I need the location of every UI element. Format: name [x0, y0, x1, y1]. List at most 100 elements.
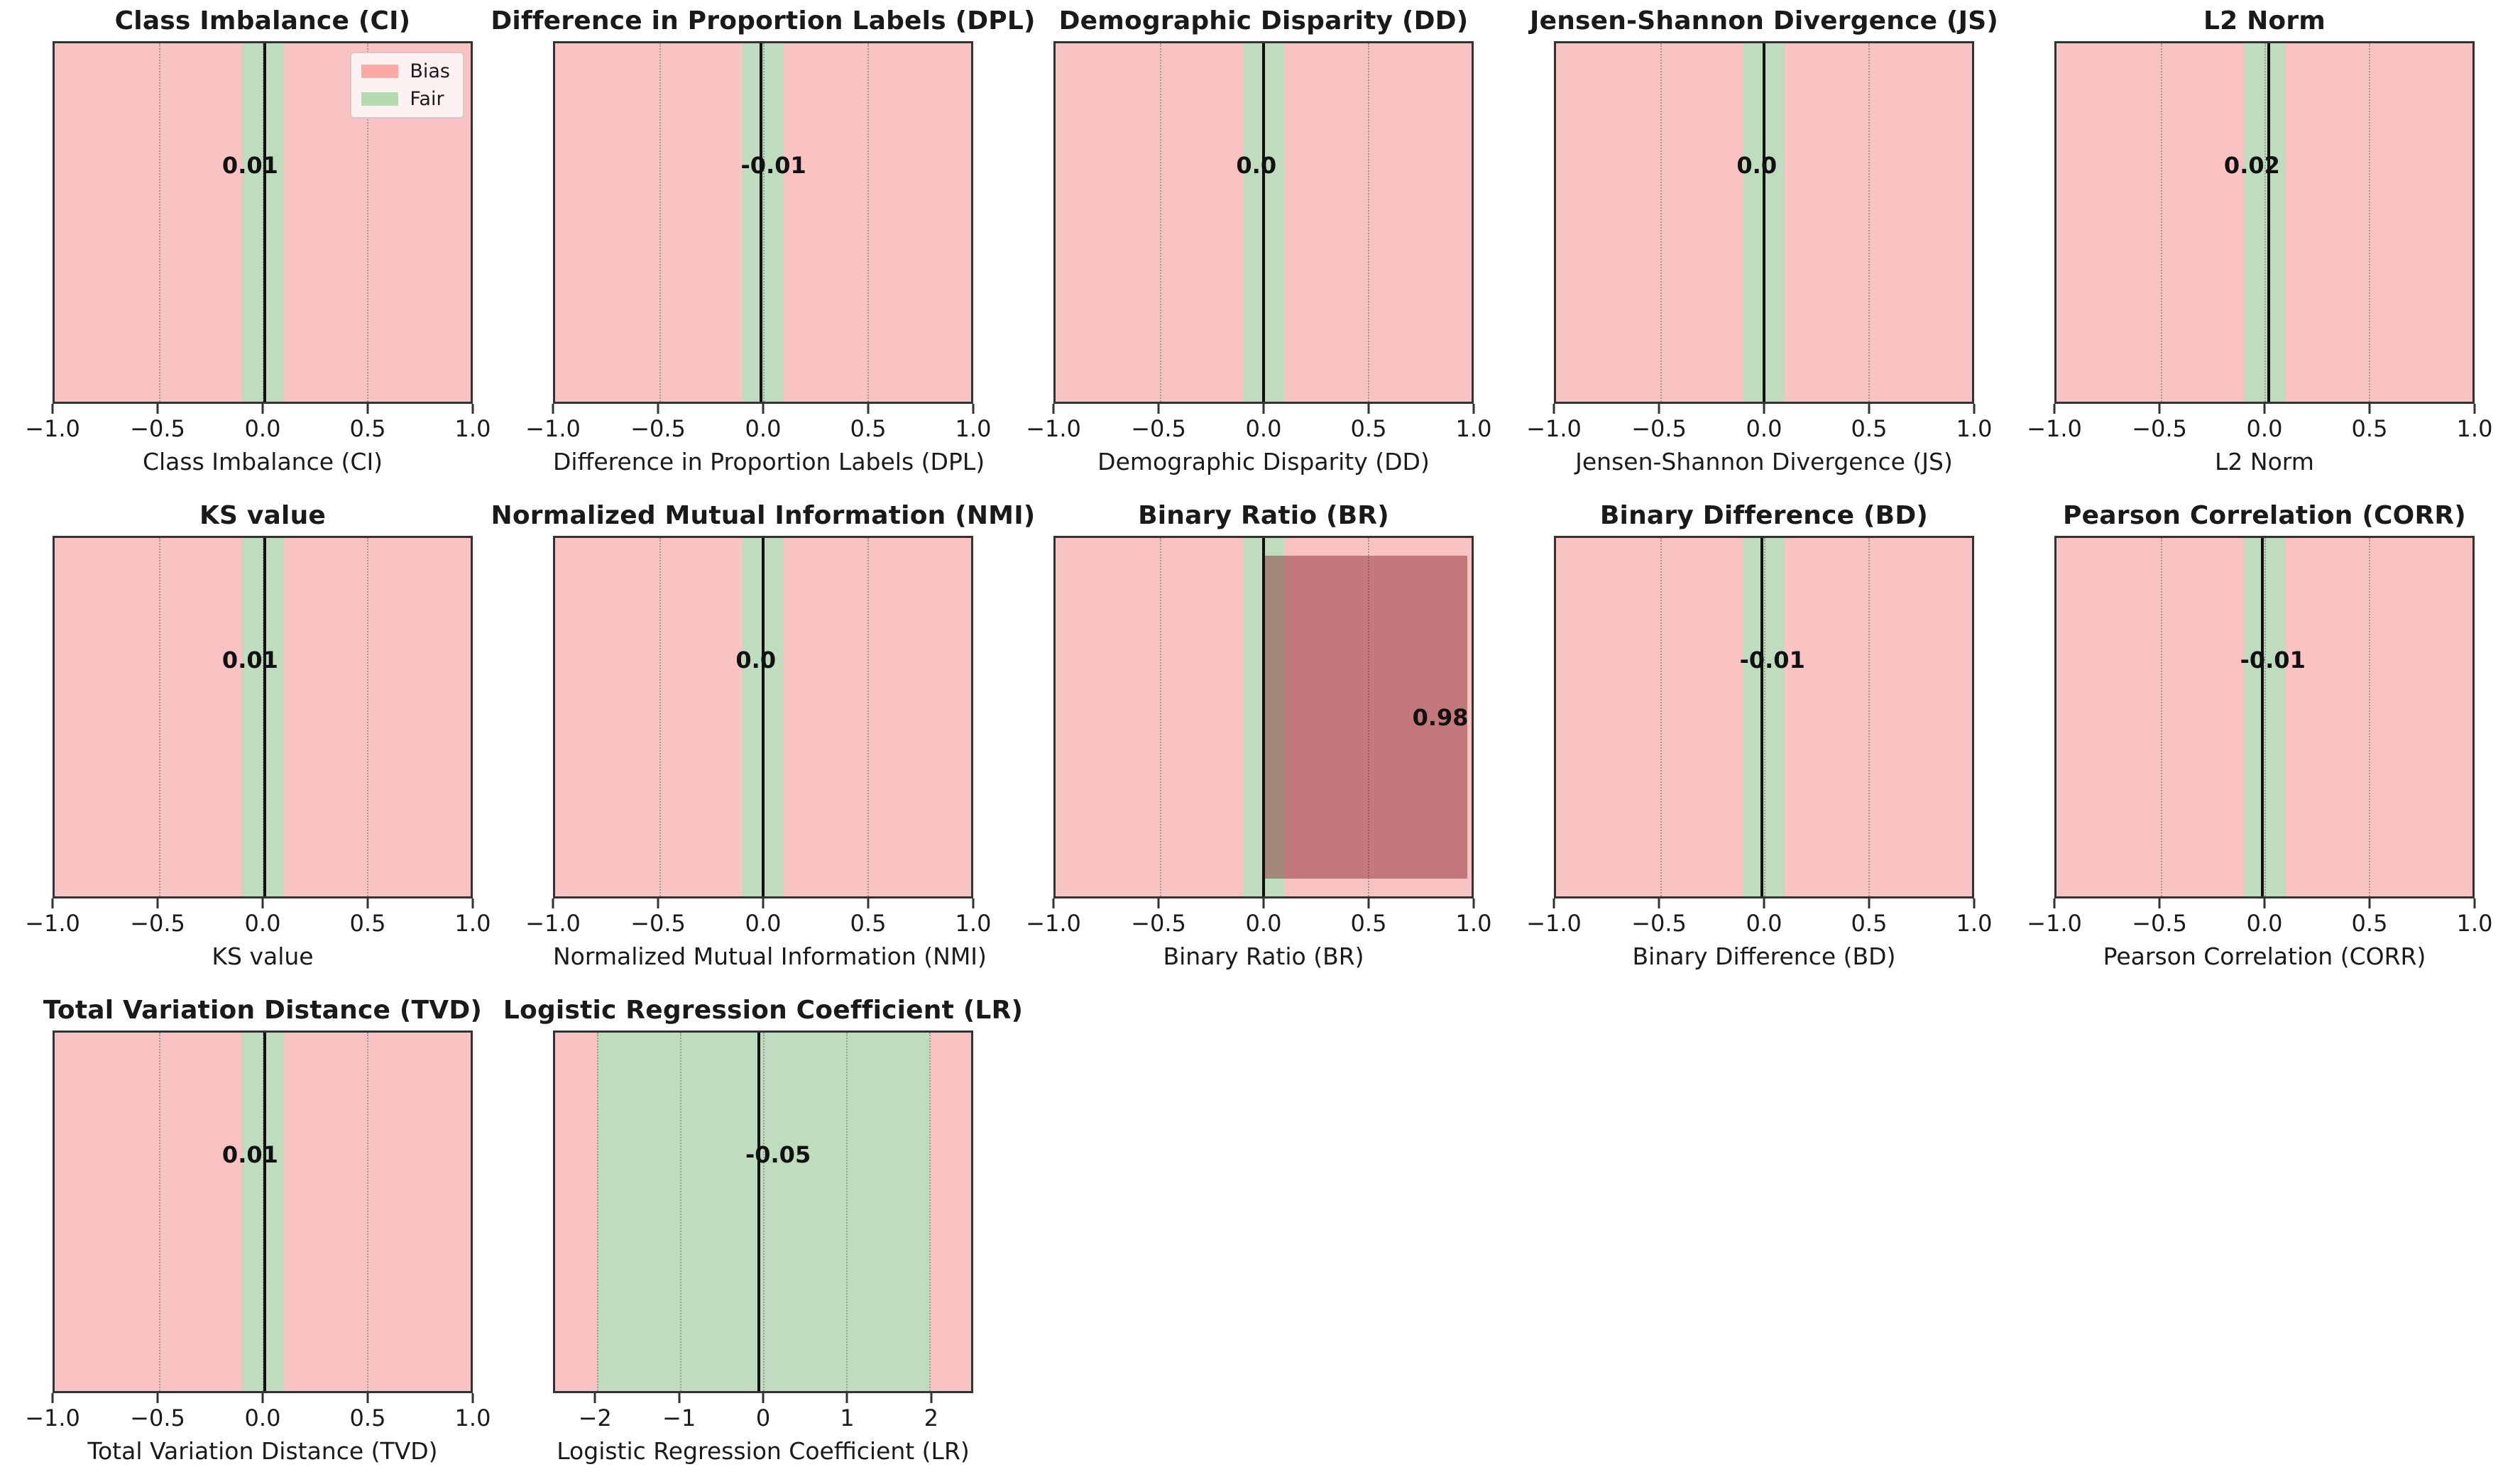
gridline	[366, 538, 368, 896]
x-tick-mark	[1763, 898, 1765, 908]
value-label: 0.02	[2223, 151, 2280, 179]
subplot-inner-ks: KS value 0.01 −1.0 −0.5 0.0 0.5 1.0 KS value	[25, 495, 491, 989]
chart-title: Binary Ratio (BR)	[1138, 500, 1389, 530]
subplot-inner-dd: Demographic Disparity (DD) 0.0 −1.0 −0.5 0.0…	[1026, 0, 1491, 495]
x-tick-label: 0.5	[1851, 415, 1888, 442]
gridline	[867, 43, 869, 402]
x-tick-label: −1.0	[525, 415, 581, 442]
x-axis-ticks: −2 −1 0 1 2	[553, 1393, 973, 1431]
chart-title: Jensen-Shannon Divergence (JS)	[1529, 6, 1999, 35]
gridline	[2368, 43, 2370, 402]
x-axis-ticks: −1.0 −0.5 0.0 0.5 1.0	[1026, 404, 1491, 442]
x-tick-mark	[1552, 404, 1555, 414]
x-tick-label: −0.5	[130, 415, 185, 442]
x-tick-mark	[366, 404, 369, 414]
x-tick-mark	[1052, 898, 1055, 908]
gridline	[2160, 538, 2162, 896]
chart-title: Binary Difference (BD)	[1599, 500, 1929, 530]
plot-area: 0.0	[1554, 41, 1974, 404]
plot-area: -0.01	[1554, 536, 1974, 898]
gridline	[2368, 538, 2370, 896]
subplot-br: Binary Ratio (BR) 0.98 −1.0 −0.5 0.0 0.5 1.0 Bi…	[1001, 495, 1501, 989]
x-tick-label: −1.0	[1526, 415, 1582, 442]
x-tick-mark	[471, 404, 474, 414]
gridline	[1159, 43, 1161, 402]
value-line	[1760, 538, 1764, 896]
x-tick-label: 0.5	[850, 910, 887, 937]
x-tick-label: 1.0	[454, 910, 491, 937]
gridline	[1764, 538, 1765, 896]
value-label: 0.01	[221, 151, 278, 179]
x-tick-label: 0.0	[2246, 910, 2283, 937]
x-tick-mark	[2473, 898, 2476, 908]
x-tick-label: −1.0	[2027, 415, 2082, 442]
x-tick-label: 0.0	[745, 415, 782, 442]
x-tick-mark	[1973, 404, 1976, 414]
plot-area: 0.0	[553, 536, 973, 898]
x-tick-mark	[156, 404, 159, 414]
x-axis-ticks: −1.0 −0.5 0.0 0.5 1.0	[25, 404, 491, 442]
x-tick-mark	[2473, 404, 2476, 414]
x-tick-label: −0.5	[2132, 415, 2187, 442]
x-axis-ticks: −1.0 −0.5 0.0 0.5 1.0	[2027, 898, 2492, 937]
subplot-l2: L2 Norm 0.02 −1.0 −0.5 0.0 0.5 1.0 L2 Norm	[2002, 0, 2502, 495]
x-tick-mark	[1472, 404, 1475, 414]
x-tick-label: 1.0	[2456, 415, 2493, 442]
x-axis-ticks: −1.0 −0.5 0.0 0.5 1.0	[525, 898, 991, 937]
chart-title: Pearson Correlation (CORR)	[2063, 500, 2466, 530]
x-tick-mark	[2368, 404, 2371, 414]
x-tick-mark	[762, 898, 765, 908]
x-tick-label: −1.0	[25, 415, 80, 442]
subplot-inner-br: Binary Ratio (BR) 0.98 −1.0 −0.5 0.0 0.5 1.0 Bi…	[1026, 495, 1491, 989]
x-axis-label: Difference in Proportion Labels (DPL)	[553, 448, 985, 476]
x-tick-mark	[1052, 404, 1055, 414]
chart-title: Total Variation Distance (TVD)	[43, 995, 483, 1025]
x-tick-mark	[51, 404, 54, 414]
gridline	[1868, 538, 1870, 896]
gridline	[1660, 538, 1662, 896]
x-tick-label: 0.5	[2351, 910, 2388, 937]
x-tick-label: −1	[662, 1405, 696, 1431]
subplot-inner-bd: Binary Difference (BD) -0.01 −1.0 −0.5 0.0 0.…	[1526, 495, 1992, 989]
legend-item-fair: Fair	[361, 88, 450, 110]
x-tick-mark	[2368, 898, 2371, 908]
gridline	[158, 538, 160, 896]
plot-area: 0.02	[2054, 41, 2475, 404]
legend-swatch-bias	[361, 65, 399, 78]
x-tick-mark	[1552, 898, 1555, 908]
x-tick-label: 0.5	[349, 1405, 386, 1431]
chart-title: Normalized Mutual Information (NMI)	[491, 500, 1036, 530]
value-line	[263, 538, 266, 896]
x-tick-mark	[1658, 404, 1660, 414]
fair-region	[2243, 538, 2286, 896]
x-tick-label: −0.5	[130, 1405, 185, 1431]
x-axis-label: Logistic Regression Coefficient (LR)	[557, 1437, 970, 1465]
x-axis-ticks: −1.0 −0.5 0.0 0.5 1.0	[1526, 898, 1992, 937]
x-tick-label: 1.0	[2456, 910, 2493, 937]
x-tick-mark	[1868, 404, 1871, 414]
gridline	[846, 1033, 848, 1391]
x-axis-ticks: −1.0 −0.5 0.0 0.5 1.0	[1526, 404, 1992, 442]
x-axis-ticks: −1.0 −0.5 0.0 0.5 1.0	[25, 898, 491, 937]
subplot-inner-tvd: Total Variation Distance (TVD) 0.01 −1.0 −0…	[25, 989, 491, 1484]
gridline	[763, 1033, 765, 1391]
subplot-inner-lr: Logistic Regression Coefficient (LR) -0.0…	[503, 989, 1024, 1484]
subplot-bd: Binary Difference (BD) -0.01 −1.0 −0.5 0.0 0.…	[1501, 495, 2002, 989]
chart-title: Logistic Regression Coefficient (LR)	[503, 995, 1024, 1025]
x-tick-label: 1.0	[454, 1405, 491, 1431]
gridline	[1660, 43, 1662, 402]
x-axis-ticks: −1.0 −0.5 0.0 0.5 1.0	[2027, 404, 2492, 442]
gridline	[158, 43, 160, 402]
x-axis-label: Binary Difference (BD)	[1632, 942, 1896, 970]
x-tick-mark	[156, 1393, 159, 1403]
x-tick-label: −0.5	[1131, 415, 1186, 442]
plot-area: -0.05	[553, 1030, 973, 1393]
x-tick-mark	[261, 404, 264, 414]
x-tick-mark	[762, 404, 765, 414]
x-tick-label: 1.0	[1956, 415, 1993, 442]
value-line	[263, 1033, 266, 1391]
x-tick-mark	[2158, 898, 2161, 908]
x-tick-label: 1.0	[1455, 415, 1492, 442]
x-tick-mark	[867, 898, 870, 908]
